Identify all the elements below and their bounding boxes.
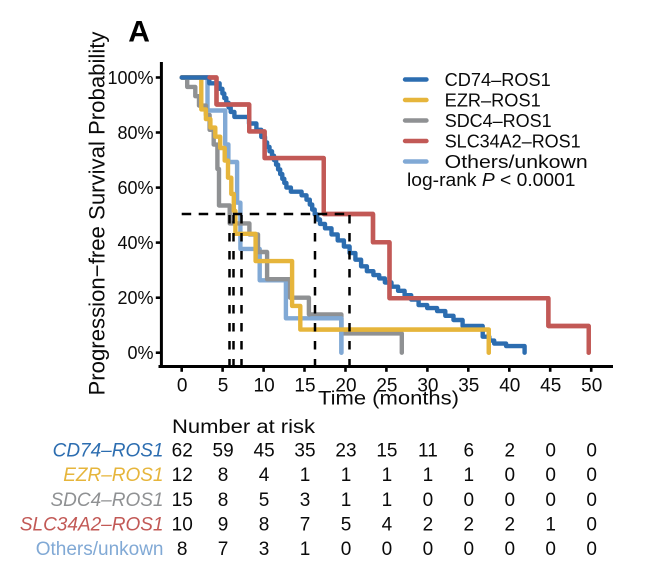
svg-text:7: 7 — [300, 514, 311, 535]
svg-text:0: 0 — [586, 539, 597, 560]
svg-text:7: 7 — [218, 539, 229, 560]
svg-text:1: 1 — [545, 514, 556, 535]
svg-text:6: 6 — [464, 441, 475, 462]
svg-text:5: 5 — [259, 490, 270, 511]
svg-text:1: 1 — [464, 465, 475, 486]
svg-text:CD74–ROS1: CD74–ROS1 — [445, 70, 551, 90]
svg-text:0: 0 — [505, 465, 516, 486]
svg-text:0: 0 — [586, 490, 597, 511]
svg-text:SDC4–ROS1: SDC4–ROS1 — [51, 490, 164, 511]
svg-text:2: 2 — [505, 441, 516, 462]
svg-text:60%: 60% — [117, 178, 153, 198]
svg-text:2: 2 — [505, 514, 516, 535]
svg-text:9: 9 — [218, 514, 229, 535]
svg-text:1: 1 — [341, 490, 352, 511]
svg-text:Others/unkown: Others/unkown — [36, 539, 164, 560]
svg-text:SDC4–ROS1: SDC4–ROS1 — [445, 111, 552, 131]
svg-text:Others/unkown: Others/unkown — [445, 152, 588, 172]
svg-text:23: 23 — [335, 441, 356, 462]
svg-text:40%: 40% — [117, 233, 153, 253]
svg-text:0: 0 — [586, 441, 597, 462]
svg-text:11: 11 — [418, 441, 438, 462]
svg-text:0: 0 — [545, 539, 556, 560]
svg-text:CD74–ROS1: CD74–ROS1 — [53, 441, 164, 462]
svg-text:8: 8 — [218, 490, 229, 511]
svg-text:8: 8 — [259, 514, 270, 535]
svg-text:1: 1 — [300, 539, 311, 560]
svg-text:1: 1 — [300, 465, 311, 486]
svg-text:15: 15 — [294, 375, 315, 396]
svg-text:0: 0 — [341, 539, 352, 560]
svg-text:20: 20 — [335, 375, 356, 396]
svg-text:100%: 100% — [107, 68, 153, 88]
svg-text:45: 45 — [254, 441, 275, 462]
svg-text:10: 10 — [254, 375, 275, 396]
svg-text:20%: 20% — [117, 288, 153, 308]
svg-text:0: 0 — [382, 539, 393, 560]
svg-text:0: 0 — [545, 441, 556, 462]
svg-text:45: 45 — [540, 375, 561, 396]
svg-text:2: 2 — [423, 514, 434, 535]
svg-text:15: 15 — [376, 441, 397, 462]
svg-text:35: 35 — [458, 375, 479, 396]
svg-text:0: 0 — [423, 490, 434, 511]
svg-text:59: 59 — [213, 441, 234, 462]
svg-text:SLC34A2–ROS1: SLC34A2–ROS1 — [20, 514, 164, 535]
svg-text:A: A — [128, 15, 150, 48]
svg-text:30: 30 — [417, 375, 438, 396]
svg-text:50: 50 — [581, 375, 602, 396]
svg-text:0: 0 — [586, 465, 597, 486]
svg-text:1: 1 — [423, 465, 434, 486]
svg-text:35: 35 — [294, 441, 315, 462]
svg-text:3: 3 — [300, 490, 311, 511]
svg-text:4: 4 — [382, 514, 393, 535]
svg-text:10: 10 — [172, 514, 193, 535]
svg-text:Time (months): Time (months) — [318, 389, 459, 410]
svg-text:0: 0 — [545, 490, 556, 511]
svg-text:0: 0 — [505, 490, 516, 511]
svg-text:12: 12 — [172, 465, 193, 486]
svg-text:EZR–ROS1: EZR–ROS1 — [445, 91, 541, 111]
svg-text:80%: 80% — [117, 123, 153, 143]
svg-text:Progression−free Survival Prob: Progression−free Survival Probability — [85, 32, 110, 396]
svg-text:EZR–ROS1: EZR–ROS1 — [63, 465, 163, 486]
svg-text:0: 0 — [464, 490, 475, 511]
svg-text:0%: 0% — [127, 343, 153, 363]
svg-text:1: 1 — [382, 490, 393, 511]
svg-text:25: 25 — [376, 375, 397, 396]
svg-text:5: 5 — [341, 514, 352, 535]
svg-text:8: 8 — [218, 465, 229, 486]
svg-text:4: 4 — [259, 465, 270, 486]
svg-text:log-rank P < 0.0001: log-rank P < 0.0001 — [407, 169, 576, 190]
svg-text:15: 15 — [172, 490, 193, 511]
svg-text:SLC34A2–ROS1: SLC34A2–ROS1 — [445, 132, 581, 152]
svg-text:0: 0 — [464, 539, 475, 560]
svg-text:0: 0 — [545, 465, 556, 486]
svg-text:62: 62 — [172, 441, 193, 462]
svg-text:5: 5 — [218, 375, 229, 396]
svg-text:0: 0 — [177, 375, 188, 396]
svg-text:2: 2 — [464, 514, 475, 535]
svg-text:0: 0 — [586, 514, 597, 535]
svg-text:0: 0 — [423, 539, 434, 560]
svg-text:Number at risk: Number at risk — [172, 417, 316, 438]
svg-text:3: 3 — [259, 539, 270, 560]
svg-text:1: 1 — [382, 465, 393, 486]
svg-text:40: 40 — [499, 375, 520, 396]
svg-text:0: 0 — [505, 539, 516, 560]
svg-text:8: 8 — [177, 539, 188, 560]
svg-text:1: 1 — [341, 465, 352, 486]
